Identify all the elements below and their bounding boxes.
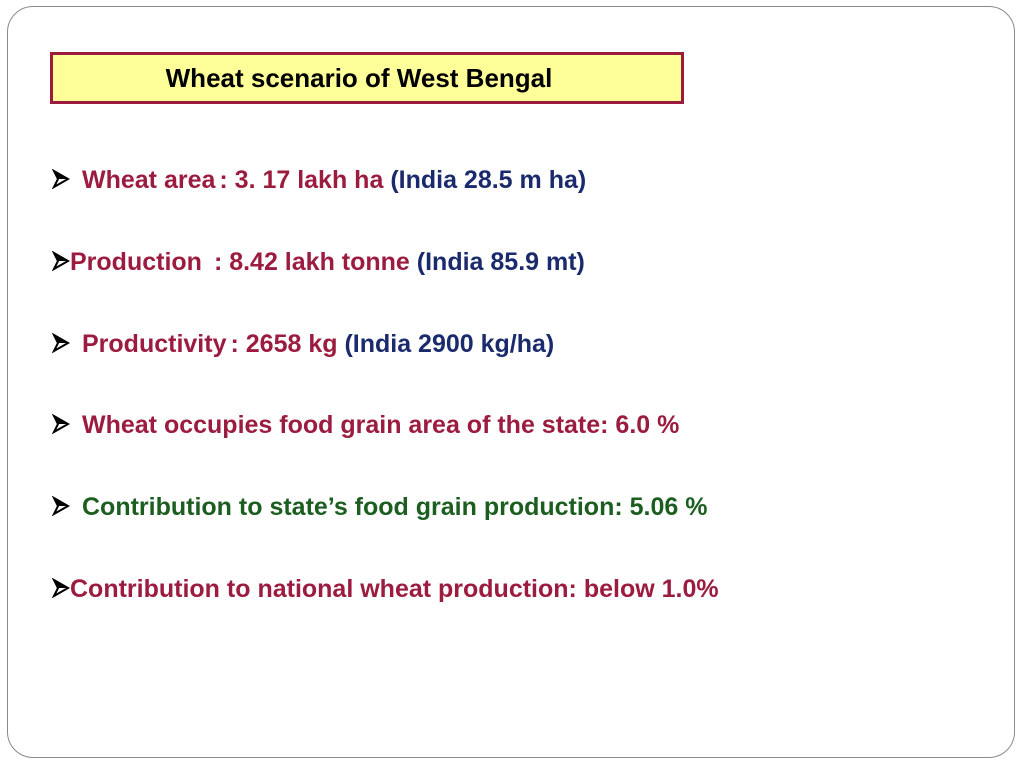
bullet-state-contribution: Contribution to state’s food grain produ… — [52, 492, 707, 522]
bullet-productivity: Productivity: 2658 kg (India 2900 kg/ha) — [52, 329, 554, 359]
bullet-label: Wheat area — [82, 166, 216, 194]
bullet-national-contribution: Contribution to national wheat productio… — [52, 574, 719, 604]
bullet-note: (India 85.9 mt) — [416, 248, 585, 276]
arrow-bullet-icon — [52, 414, 70, 434]
title-box: Wheat scenario of West Bengal — [50, 52, 684, 104]
arrow-bullet-icon — [52, 333, 70, 353]
bullet-note: (India 28.5 m ha) — [390, 166, 587, 194]
slide-frame — [7, 6, 1015, 758]
bullet-value: : 8.42 lakh tonne — [213, 248, 410, 276]
arrow-bullet-icon — [52, 169, 70, 189]
bullet-production: Production : 8.42 lakh tonne (India 85.9 … — [52, 247, 585, 277]
bullet-text: Wheat occupies food grain area of the st… — [82, 411, 680, 439]
slide-title: Wheat scenario of West Bengal — [165, 62, 553, 93]
bullet-text: Contribution to state’s food grain produ… — [82, 493, 708, 521]
arrow-bullet-icon — [52, 251, 70, 271]
bullet-label: Productivity — [82, 330, 227, 358]
bullet-value: : 3. 17 lakh ha — [219, 166, 384, 194]
arrow-bullet-icon — [52, 496, 70, 516]
bullet-label: Production — [70, 248, 202, 276]
bullet-food-grain-area: Wheat occupies food grain area of the st… — [52, 410, 679, 440]
bullet-text: Contribution to national wheat productio… — [70, 575, 719, 603]
bullet-wheat-area: Wheat area: 3. 17 lakh ha (India 28.5 m … — [52, 165, 586, 195]
arrow-bullet-icon — [52, 578, 70, 598]
bullet-value: : 2658 kg — [230, 330, 338, 358]
bullet-note: (India 2900 kg/ha) — [344, 330, 555, 358]
